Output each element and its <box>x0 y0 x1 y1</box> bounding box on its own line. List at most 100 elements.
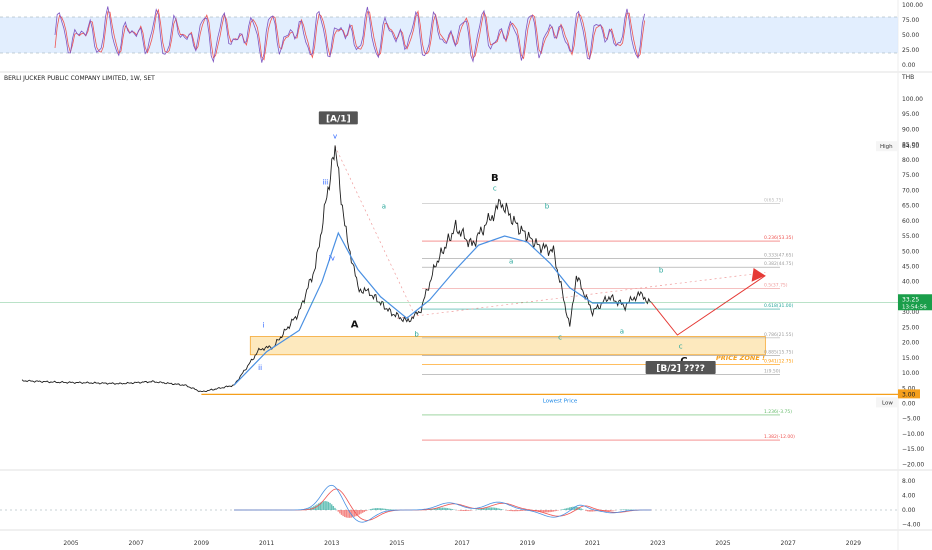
last-price-tag <box>898 294 932 311</box>
price-axis-tick-label: 55.00 <box>902 233 919 240</box>
macd-histogram-bar <box>516 510 519 512</box>
fib-level-label: 0.333(47.65) <box>764 252 794 258</box>
macd-histogram-bar <box>381 508 383 510</box>
wave-label: v <box>333 133 337 141</box>
macd-histogram-bar <box>555 510 558 511</box>
macd-histogram-bar <box>479 508 481 510</box>
price-axis-tick-label: −10.00 <box>902 431 924 438</box>
macd-histogram-bar <box>608 510 610 512</box>
price-axis-tick-label: 10.00 <box>902 370 919 377</box>
time-tick-label: 2027 <box>781 540 796 547</box>
macd-histogram-bar <box>480 508 483 510</box>
price-axis-tick-label: 50.00 <box>902 248 919 255</box>
last-price-countdown: 13:54:56 <box>902 304 927 310</box>
macd-histogram-bar <box>438 507 440 510</box>
macd-histogram-bar <box>582 509 584 510</box>
macd-histogram-bar <box>510 510 512 512</box>
price-axis-tick-label: 40.00 <box>902 279 919 286</box>
moving-average-line <box>233 231 645 386</box>
macd-histogram-bar <box>487 507 489 510</box>
macd-histogram-bar <box>624 509 626 510</box>
macd-histogram-bar <box>321 501 323 510</box>
price-axis-tick-label: 100.00 <box>902 96 923 103</box>
macd-histogram-bar <box>327 501 330 510</box>
macd-histogram-bar <box>588 510 590 512</box>
macd-histogram-bar <box>347 510 349 518</box>
fib-level-label: 0.941(12.75) <box>764 359 794 365</box>
macd-histogram-bar <box>611 510 613 511</box>
macd-histogram-bar <box>461 510 463 511</box>
macd-histogram-bar <box>586 510 589 512</box>
macd-histogram-bar <box>458 510 460 511</box>
fib-level-label: 0.885(15.75) <box>764 350 794 356</box>
high-tag-label: High <box>880 144 893 150</box>
fib-level-label: 1(9.50) <box>764 369 781 375</box>
macd-histogram-bar <box>441 507 444 510</box>
macd-histogram-bar <box>549 510 551 513</box>
time-tick-label: 2009 <box>194 540 209 547</box>
low-value-tag <box>898 389 920 399</box>
macd-histogram-bar <box>495 507 498 510</box>
macd-histogram-bar <box>379 508 382 510</box>
macd-histogram-bar <box>342 510 344 517</box>
macd-axis-tick-label: 4.00 <box>902 493 916 500</box>
last-price-value: 33.25 <box>902 296 919 303</box>
projection-path <box>650 275 766 336</box>
price-axis-tick-label: −5.00 <box>902 416 921 423</box>
price-axis-tick-label: 30.00 <box>902 309 919 316</box>
macd-histogram-bar <box>546 510 548 513</box>
macd-histogram-bar <box>494 507 496 510</box>
time-tick-label: 2011 <box>259 540 274 547</box>
macd-histogram-bar <box>467 510 470 511</box>
macd-histogram-bar <box>348 510 351 518</box>
macd-histogram-bar <box>564 508 566 510</box>
wave-label: ii <box>258 364 262 372</box>
macd-histogram-bar <box>568 507 571 510</box>
macd-histogram-bar <box>551 510 553 512</box>
macd-histogram-bar <box>508 510 511 511</box>
wave-label: iii <box>322 178 328 186</box>
osc-axis-tick-label: 0.00 <box>902 62 916 69</box>
macd-histogram-bar <box>626 509 628 510</box>
time-tick-label: 2013 <box>324 540 339 547</box>
wave-label: c <box>679 343 683 351</box>
macd-histogram-bar <box>492 507 494 510</box>
fib-level-label: 0.236(53.35) <box>764 235 794 241</box>
macd-histogram-bar <box>598 510 600 512</box>
price-axis-tick-label: 95.00 <box>902 111 919 118</box>
trend-dotted-line <box>334 146 414 313</box>
macd-histogram-bar <box>358 510 361 515</box>
macd-histogram-bar <box>606 510 608 512</box>
wave-label-box <box>645 361 716 375</box>
macd-histogram-bar <box>449 508 452 510</box>
wave-label: b <box>659 267 664 275</box>
wave-label: iv <box>329 254 335 262</box>
stoch-d-line <box>54 8 645 61</box>
macd-histogram-bar <box>554 510 556 512</box>
macd-histogram-bar <box>440 507 442 510</box>
macd-histogram-bar <box>316 504 318 510</box>
time-tick-label: 2007 <box>129 540 144 547</box>
time-axis[interactable]: 2005 2007 2009 2011 2013 2015 2017 2019 2021 2023… <box>63 540 861 547</box>
wave-label: B <box>491 173 499 184</box>
macd-histogram-bar <box>373 508 375 510</box>
macd-histogram-bar <box>562 509 564 510</box>
macd-histogram-bar <box>538 510 540 512</box>
time-tick-label: 2025 <box>715 540 730 547</box>
low-tag-value: 3.00 <box>902 391 916 398</box>
macd-histogram-bar <box>345 510 348 518</box>
fib-level-label: 0.618(31.00) <box>764 303 794 309</box>
macd-histogram-bar <box>524 510 527 511</box>
wave-label: b <box>545 203 550 211</box>
macd-histogram-bar <box>515 510 517 512</box>
macd-histogram-bar <box>340 510 343 515</box>
fib-level-label: 0(65.75) <box>764 197 784 203</box>
wave-label: [B/2] ???? <box>656 364 705 374</box>
macd-histogram-bar <box>370 509 372 510</box>
macd-histogram-bar <box>331 504 333 510</box>
macd-histogram-bar <box>484 507 486 510</box>
macd-histogram-bar <box>477 509 480 510</box>
macd-histogram-bar <box>324 501 326 510</box>
